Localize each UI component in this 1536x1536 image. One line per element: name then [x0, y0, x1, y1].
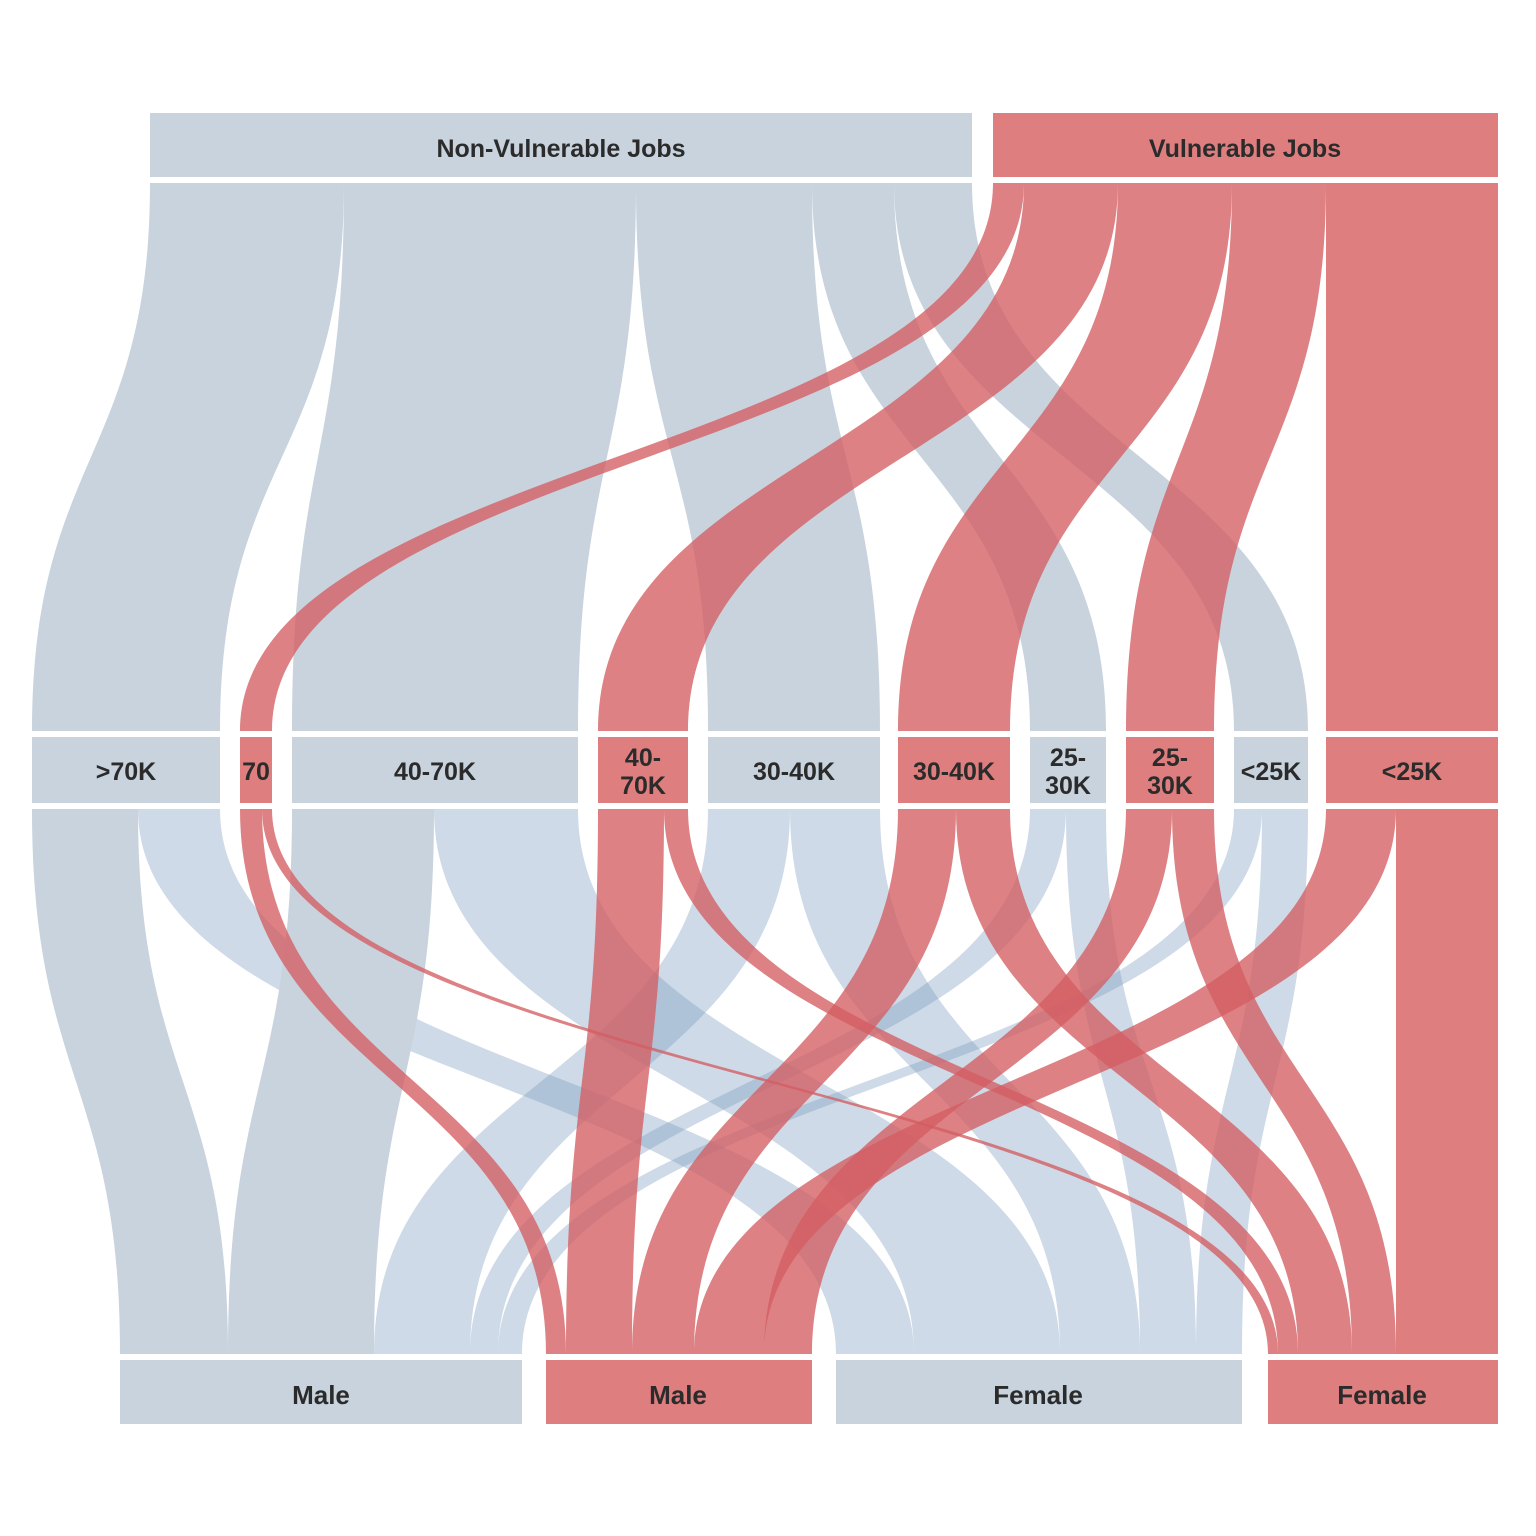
node-v-female	[1268, 1360, 1498, 1424]
label-v-male: Male	[649, 1380, 707, 1410]
label-v-30-40k: 30-40K	[913, 758, 995, 786]
label-nv-male: Male	[292, 1380, 350, 1410]
flow-v-25-30k-to-male	[764, 809, 1172, 1354]
node-nv-over-70k	[32, 737, 220, 803]
flow-v-30-40k-to-male	[632, 809, 956, 1354]
flow-nv-to-nv-over-70k	[32, 183, 344, 731]
label-nv-over-70k: >70K	[96, 758, 156, 786]
node-v-under-25k	[1326, 737, 1498, 803]
flow-v-under-25k-to-female-main	[1396, 809, 1498, 1354]
flow-v-over-70k-to-male	[240, 809, 566, 1354]
label-v-40-70k: 40-70K	[620, 744, 666, 800]
flow-nv-over-70k-to-male	[32, 809, 228, 1354]
gender-nodes: Male Male Female Female	[120, 1360, 1498, 1424]
label-nv-under-25k: <25K	[1241, 758, 1301, 786]
flow-v-to-v-40-70k	[598, 183, 1118, 731]
node-nv-female	[836, 1360, 1242, 1424]
flow-nv-under-25k-to-male	[498, 809, 1262, 1354]
node-nv-30-40k	[708, 737, 880, 803]
node-v-over-70k	[240, 737, 272, 803]
flow-nv-to-nv-30-40k	[636, 183, 880, 731]
node-nv-40-70k	[292, 737, 578, 803]
flow-v-40-70k-to-male	[566, 809, 664, 1354]
label-v-under-25k: <25K	[1382, 758, 1442, 786]
flows-upper	[32, 183, 1498, 731]
label-vulnerable-jobs: Vulnerable Jobs	[1149, 135, 1341, 163]
flow-v-to-v-under-25k	[1326, 183, 1498, 731]
flow-nv-40-70k-to-female	[434, 809, 1060, 1354]
node-v-30-40k	[898, 737, 1010, 803]
node-v-25-30k	[1126, 737, 1214, 803]
label-non-vulnerable-jobs: Non-Vulnerable Jobs	[436, 135, 685, 163]
label-v-female: Female	[1337, 1380, 1427, 1410]
label-v-over-70k: 70	[242, 758, 270, 786]
node-nv-male	[120, 1360, 522, 1424]
label-nv-25-30k: 25-30K	[1045, 744, 1091, 800]
label-nv-30-40k: 30-40K	[753, 758, 835, 786]
node-non-vulnerable-jobs	[150, 113, 972, 177]
flow-v-to-v-25-30k	[1126, 183, 1326, 731]
flow-nv-over-70k-to-female	[138, 809, 914, 1354]
node-v-male	[546, 1360, 812, 1424]
flow-v-30-40k-to-female	[956, 809, 1352, 1354]
node-vulnerable-jobs	[993, 113, 1498, 177]
node-nv-under-25k	[1234, 737, 1308, 803]
flow-v-25-30k-to-female	[1172, 809, 1396, 1354]
label-nv-40-70k: 40-70K	[394, 758, 476, 786]
node-nv-25-30k	[1030, 737, 1106, 803]
flows-lower	[32, 809, 1498, 1354]
label-nv-female: Female	[993, 1380, 1083, 1410]
node-v-40-70k	[598, 737, 688, 803]
top-nodes: Non-Vulnerable Jobs Vulnerable Jobs	[150, 113, 1498, 177]
flow-v-to-v-30-40k	[898, 183, 1232, 731]
label-v-25-30k: 25-30K	[1147, 744, 1193, 800]
flow-v-under-25k-to-male	[694, 809, 1396, 1354]
flow-nv-40-70k-to-male	[228, 809, 434, 1354]
flow-v-to-v-over-70k	[240, 183, 1024, 731]
income-nodes: >70K 70 40-70K 40-70K 30-40K 30-40K 25-3…	[32, 737, 1498, 803]
flow-nv-to-nv-40-70k	[292, 183, 636, 731]
